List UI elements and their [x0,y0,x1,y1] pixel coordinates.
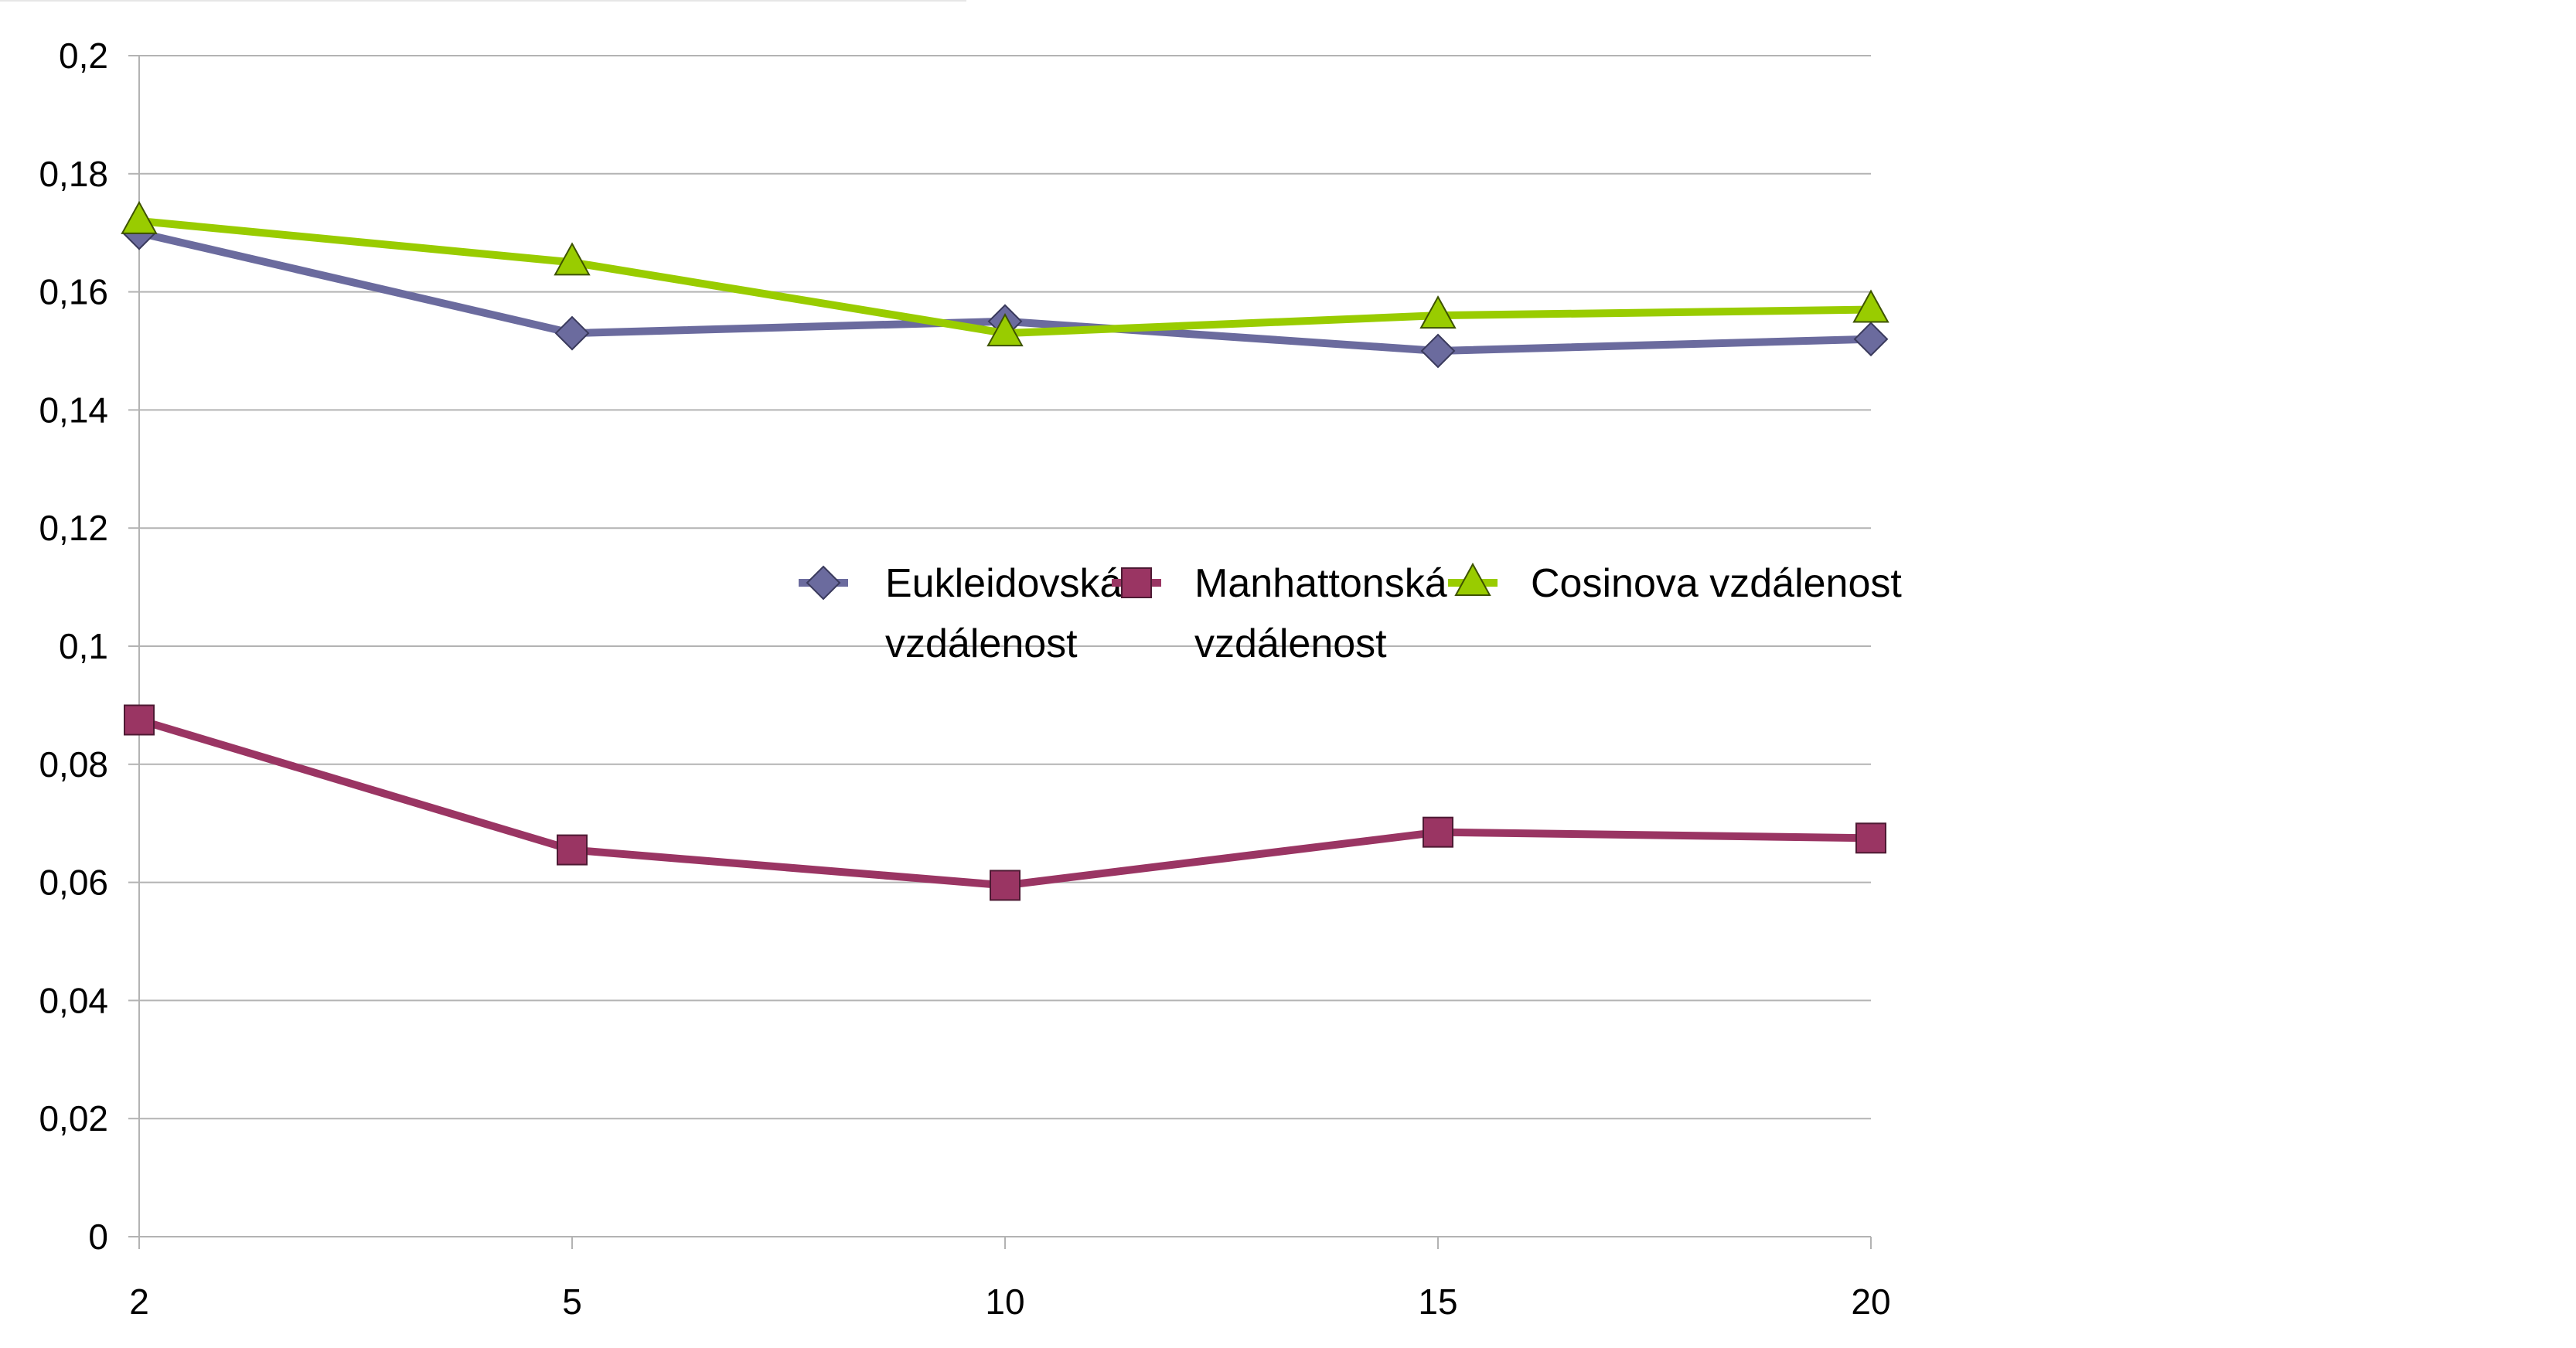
data-point [1420,333,1456,369]
series-3 [121,200,1889,347]
y-tick-label: 0,18 [39,154,108,194]
data-point [1853,322,1889,357]
data-point [1423,816,1453,848]
data-point [124,704,155,736]
y-tick-label: 0,06 [39,863,108,903]
legend-marker [1454,562,1491,596]
y-tick-label: 0,12 [39,508,108,548]
legend-label: Manhattonská [1194,561,1447,606]
data-point [1852,289,1889,323]
y-tick-label: 0,14 [39,390,108,430]
x-tick-label: 20 [1851,1282,1890,1322]
data-point [554,242,591,276]
y-tick-label: 0 [88,1217,108,1257]
data-point [121,200,158,234]
data-point [1855,822,1886,854]
y-tick-label: 0,16 [39,272,108,312]
legend-marker [806,565,841,601]
series-2 [124,704,1886,901]
x-tick-label: 5 [562,1282,582,1322]
legend-label: vzdálenost [1194,621,1387,666]
legend-item: Eukleidovská vzdálenost [799,561,1122,666]
data-point [986,313,1024,347]
x-tick-label: 2 [129,1282,149,1322]
data-point [554,315,590,351]
data-point [990,870,1021,901]
data-point [1419,295,1457,329]
legend-item: Cosinova vzdálenost [1448,561,1902,606]
series-group [121,200,1889,901]
y-tick-label: 0,1 [59,626,108,666]
legend-marker [1121,567,1152,598]
legend-item: Manhattonská vzdálenost [1112,561,1447,666]
gridlines [139,55,1871,1120]
axes: 0 0,02 0,04 0,06 0,08 0,1 0,12 0,14 0,16 0,18 0,2 2… [39,36,1890,1322]
y-tick-label: 0,2 [59,36,108,76]
y-tick-label: 0,08 [39,744,108,785]
y-tick-label: 0,04 [39,980,108,1020]
x-tick-label: 15 [1418,1282,1457,1322]
legend: Eukleidovská vzdálenost Manhattonská vzdále… [799,561,1902,666]
legend-label: Cosinova vzdálenost [1531,561,1902,606]
legend-label: vzdálenost [885,621,1078,666]
legend-label: Eukleidovská [885,561,1122,606]
top-divider [0,0,966,2]
data-point [557,834,588,866]
x-tick-label: 10 [985,1282,1024,1322]
series-line [138,716,1872,890]
y-tick-label: 0,02 [39,1098,108,1139]
